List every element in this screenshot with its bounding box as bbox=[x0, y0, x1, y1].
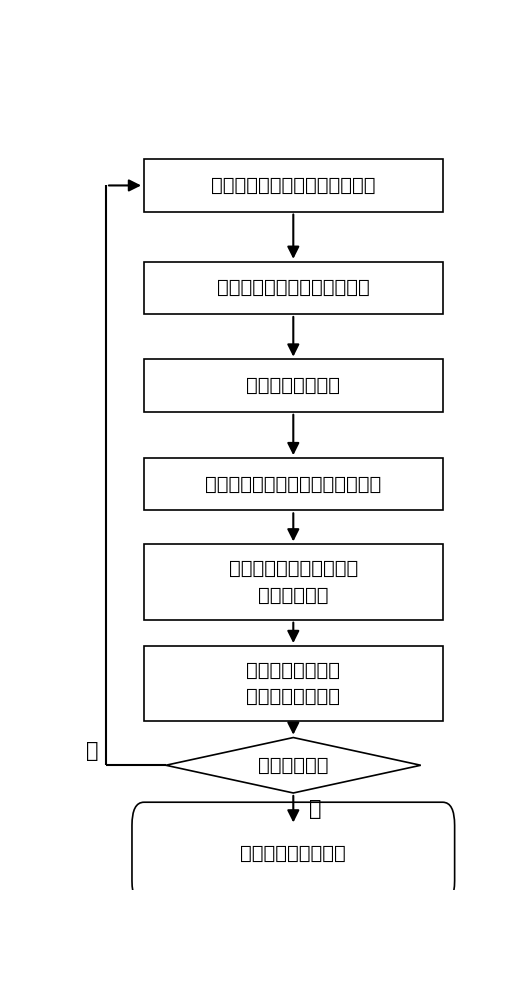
Text: 区间参数向量抽样: 区间参数向量抽样 bbox=[246, 376, 340, 395]
Text: 响应向量的最佳平方逼近
及最值点计算: 响应向量的最佳平方逼近 及最值点计算 bbox=[229, 559, 358, 605]
Polygon shape bbox=[166, 738, 421, 793]
Text: 否: 否 bbox=[86, 741, 98, 761]
Text: 区间参数向量样本点处的响应向量: 区间参数向量样本点处的响应向量 bbox=[205, 475, 381, 494]
Text: 确定或更新对象问题的设计变量: 确定或更新对象问题的设计变量 bbox=[211, 176, 376, 195]
FancyBboxPatch shape bbox=[144, 159, 443, 212]
FancyBboxPatch shape bbox=[132, 802, 455, 904]
Text: 最优方案输出及评估: 最优方案输出及评估 bbox=[241, 844, 346, 863]
Text: 是: 是 bbox=[309, 799, 322, 819]
FancyBboxPatch shape bbox=[144, 544, 443, 620]
FancyBboxPatch shape bbox=[144, 458, 443, 510]
FancyBboxPatch shape bbox=[144, 359, 443, 412]
FancyBboxPatch shape bbox=[144, 646, 443, 721]
Text: 响应向量区间界限
及区间可靠性计算: 响应向量区间界限 及区间可靠性计算 bbox=[246, 661, 340, 706]
Text: 收敛条件判断: 收敛条件判断 bbox=[258, 756, 328, 775]
FancyBboxPatch shape bbox=[144, 262, 443, 314]
Text: 不确定参数的区间模型定量化: 不确定参数的区间模型定量化 bbox=[217, 278, 370, 297]
